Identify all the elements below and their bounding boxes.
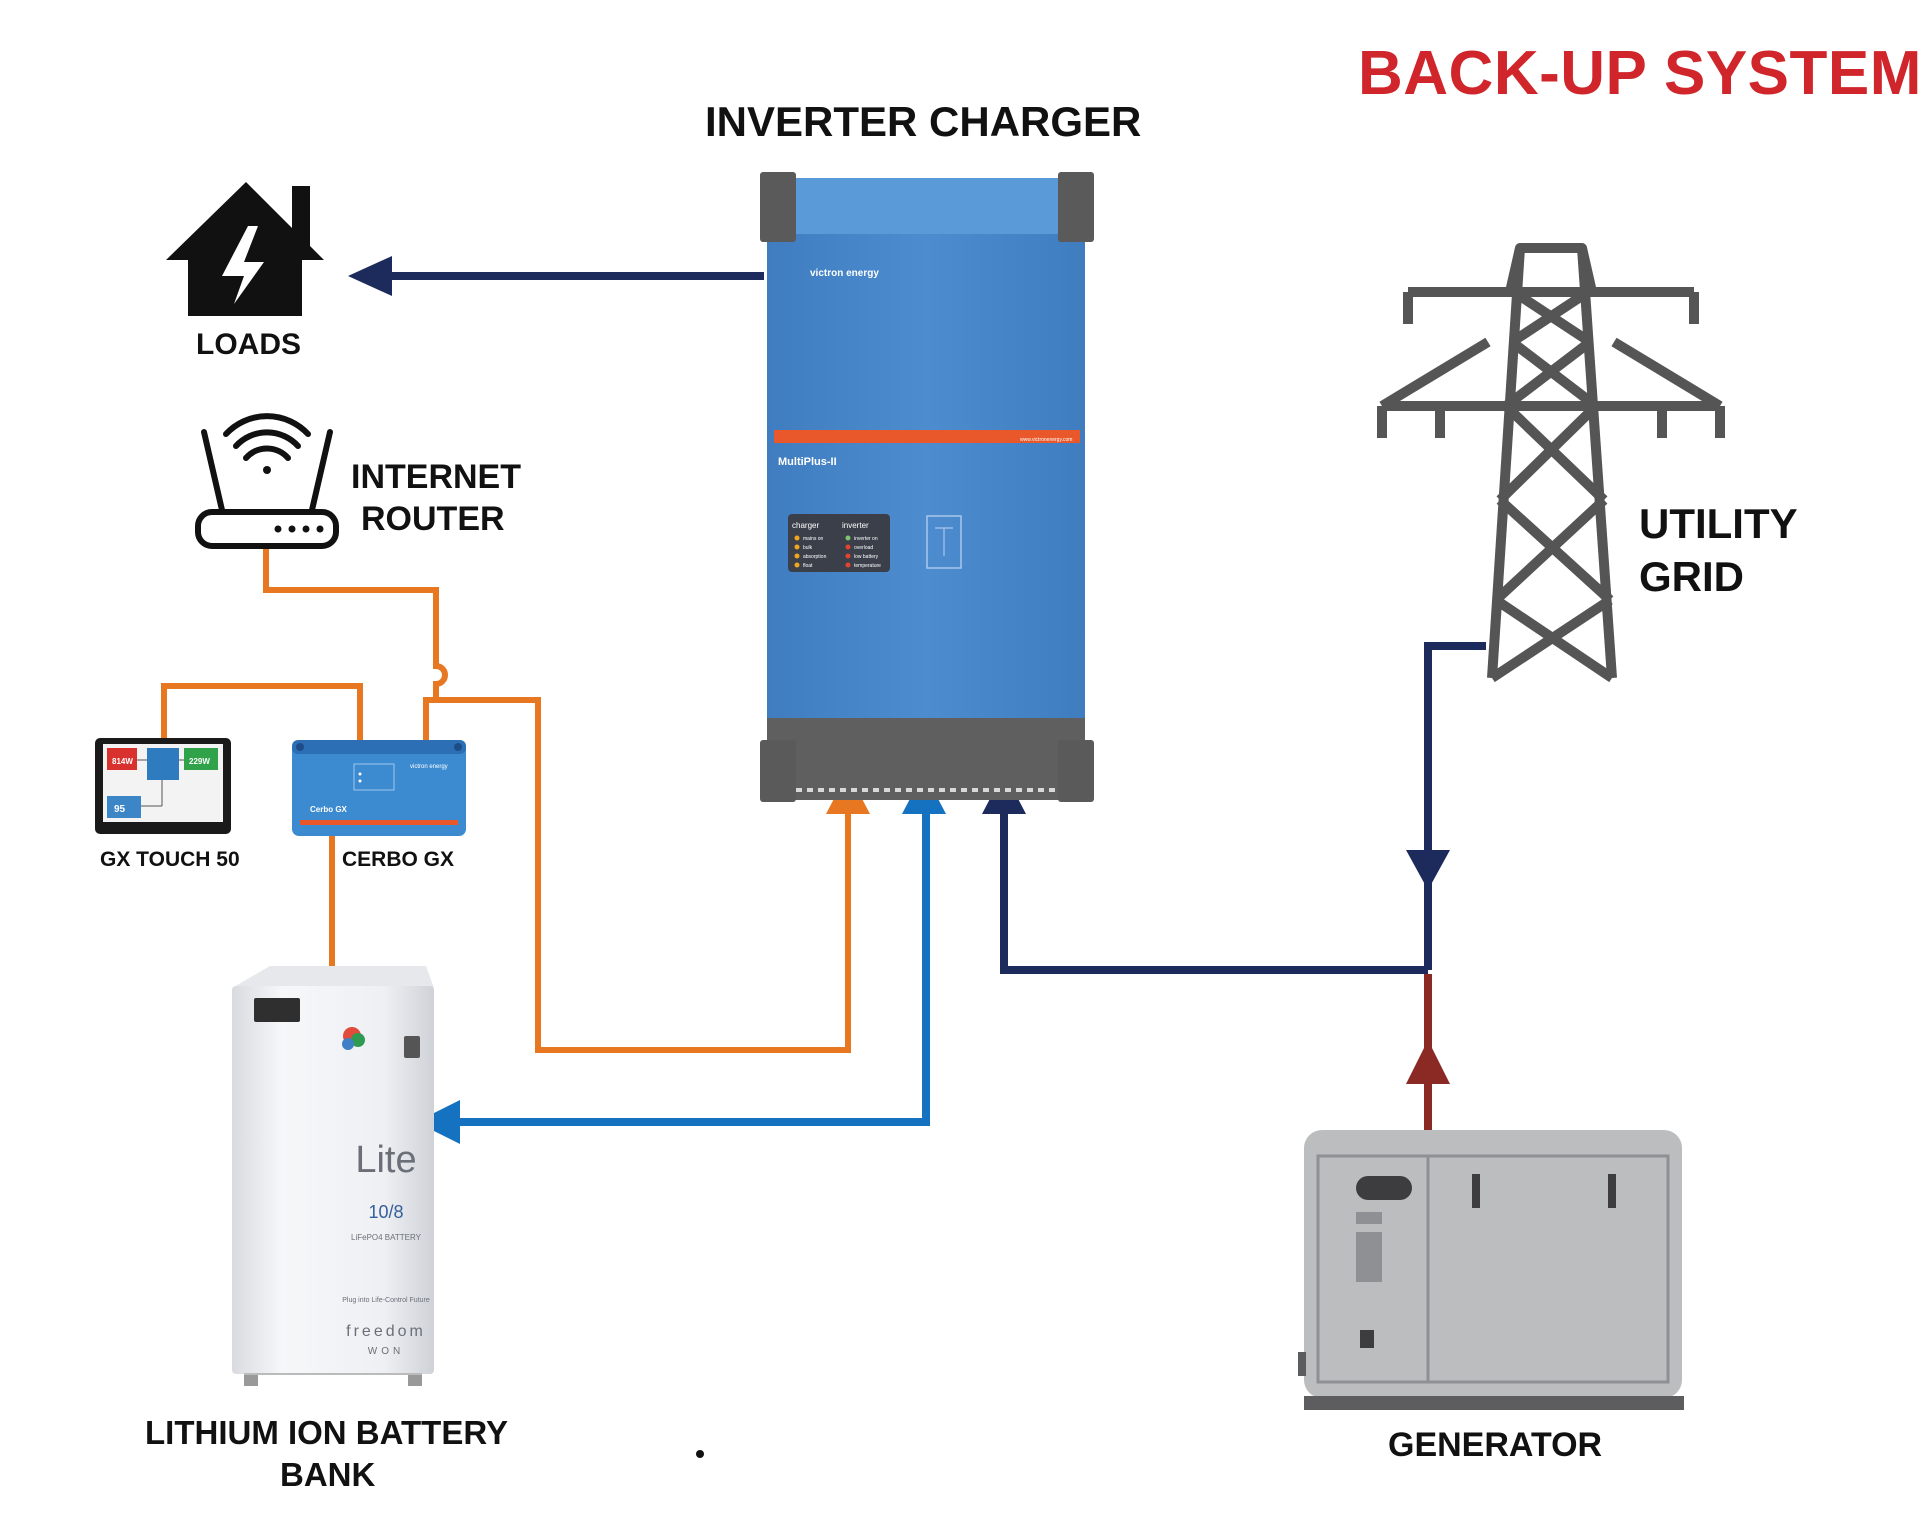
inverter-model: MultiPlus-II [778,456,837,468]
charger-item: mains on [803,536,824,542]
inverter-item: low battery [854,554,879,560]
gx-touch-icon [95,738,231,834]
inverter-item: inverter on [854,536,878,542]
wifi-router-icon [195,413,339,549]
battery-tagline: Plug into Life-Control Future [342,1297,430,1304]
battery-maker: freedom [346,1323,426,1340]
inverter-website: www.victronenergy.com [1020,437,1072,443]
cerbo-name: Cerbo GX [310,805,348,814]
battery-model: 10/8 [368,1202,403,1222]
charger-header: charger [792,521,819,530]
router-label-line2: ROUTER [361,500,505,538]
page-title: BACK-UP SYSTEM [1358,39,1920,108]
inverter-charger-label: INVERTER CHARGER [705,98,1142,145]
battery-label-line1: LITHIUM ION BATTERY [145,1414,508,1451]
house-lightning-icon [166,182,324,316]
loads-label: LOADS [196,328,301,361]
wire-generator-to-junction [1406,974,1450,1132]
wire-gx-touch-to-cerbo [161,683,363,742]
arrow-grid-down-icon [1406,850,1450,890]
cerbo-brand: victron energy [410,764,448,770]
dot-marker [696,1450,704,1458]
inverter-item: overload [854,545,873,551]
generator-label: GENERATOR [1388,1426,1603,1464]
battery-cabinet-icon [232,966,434,1386]
wire-inverter-to-loads [348,256,764,296]
wire-router-to-cerbo [263,548,448,742]
generator-icon [1298,1130,1684,1410]
charger-item: absorption [803,554,827,560]
router-label-line1: INTERNET [351,458,521,496]
inverter-control-panel [788,514,890,572]
battery-label-line2: BANK [280,1456,376,1493]
battery-maker-sub: WON [368,1346,404,1357]
grid-label-line1: UTILITY [1639,500,1798,547]
gx-touch-tile-left: 814W [112,757,133,766]
battery-chemistry: LiFePO4 BATTERY [351,1233,422,1242]
charger-item: float [803,563,813,569]
inverter-item: temperature [854,563,881,569]
gx-touch-label: GX TOUCH 50 [100,848,240,871]
transmission-tower-icon [1377,243,1725,683]
arrow-generator-up-icon [1406,1040,1450,1084]
arrow-to-loads-icon [348,256,392,296]
grid-label-line2: GRID [1639,553,1744,600]
inverter-header: inverter [842,521,869,530]
cerbo-gx-label: CERBO GX [342,848,455,871]
battery-brand: Lite [355,1139,416,1181]
charger-item: bulk [803,545,813,551]
gx-touch-tile-right: 229W [189,757,210,766]
inverter-icon [760,172,1094,802]
gx-touch-battery-pct: 95 [114,804,126,815]
wire-inverter-to-battery [416,772,946,1144]
arrow-to-battery-icon [416,1100,460,1144]
cerbo-gx-icon [292,740,466,836]
inverter-brand: victron energy [810,268,879,279]
